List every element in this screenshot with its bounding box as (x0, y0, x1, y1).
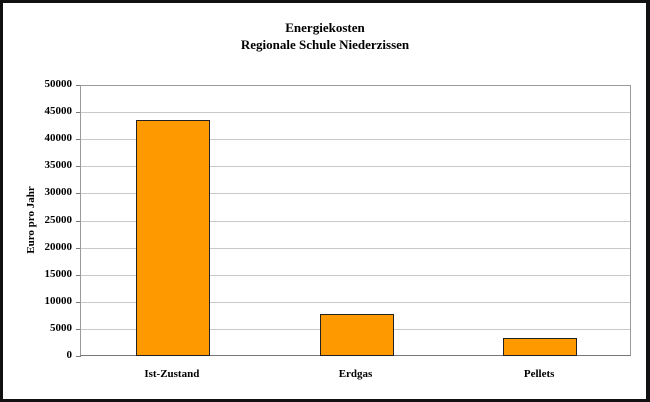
y-tick-mark (76, 301, 81, 303)
y-tick-label: 20000 (44, 240, 73, 253)
y-tick-label: 40000 (44, 132, 73, 145)
gridline (81, 220, 630, 222)
chart-subtitle: Regionale Schule Niederzissen (240, 37, 410, 52)
y-tick-mark (76, 274, 81, 276)
gridline (81, 139, 630, 141)
y-tick-label: 25000 (44, 213, 73, 226)
y-tick-mark (76, 193, 81, 195)
y-tick-label: 0 (66, 349, 73, 361)
gridline (81, 274, 630, 276)
y-tick-mark (76, 328, 81, 330)
plot-area (80, 85, 631, 356)
bar-erdgas (319, 314, 394, 356)
y-tick-mark (76, 356, 81, 357)
y-tick-mark (76, 166, 81, 168)
bar-pellets (503, 338, 578, 356)
y-tick-mark (76, 139, 81, 141)
y-tick-label: 15000 (44, 267, 73, 280)
gridline (81, 166, 630, 168)
gridline (81, 112, 630, 114)
y-tick-label: 45000 (44, 105, 73, 118)
y-tick-label: 35000 (44, 159, 73, 172)
gridline (81, 193, 630, 195)
x-tick-label: Erdgas (338, 368, 373, 380)
bar-ist-zustand (135, 120, 210, 356)
y-tick-mark (76, 247, 81, 249)
x-tick-label: Pellets (523, 368, 555, 380)
y-tick-label: 10000 (44, 294, 73, 307)
y-tick-label: 50000 (44, 78, 73, 90)
gridline (81, 301, 630, 303)
x-tick-label: Ist-Zustand (144, 368, 200, 380)
y-tick-mark (76, 85, 81, 86)
y-tick-mark (76, 112, 81, 114)
chart-title: Energiekosten (285, 20, 365, 35)
gridline (81, 247, 630, 249)
y-tick-label: 30000 (44, 186, 73, 199)
y-tick-label: 5000 (50, 321, 72, 334)
y-tick-mark (76, 220, 81, 222)
